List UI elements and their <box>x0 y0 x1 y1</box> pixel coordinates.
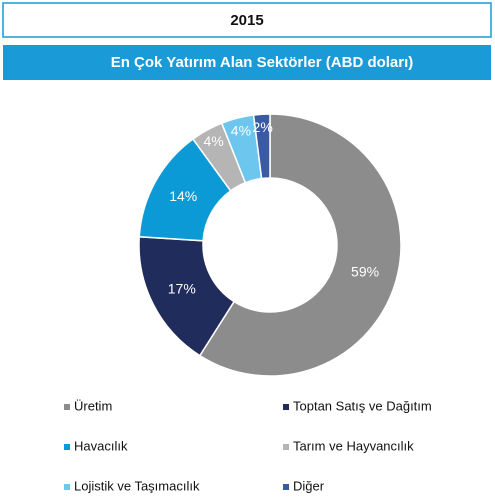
subtitle-banner <box>3 45 491 80</box>
legend-swatch <box>64 484 70 490</box>
chart-title: 2015 <box>230 12 263 29</box>
donut-slice <box>252 113 271 180</box>
legend-label: Diğer <box>293 478 325 493</box>
donut-slice <box>198 113 402 377</box>
legend-label: Tarım ve Hayvancılık <box>293 438 414 453</box>
legend-swatch <box>283 404 289 410</box>
data-label: 59% <box>351 263 379 279</box>
legend-swatch <box>64 444 70 450</box>
data-label: 4% <box>204 133 224 149</box>
legend-label: Üretim <box>74 398 112 413</box>
legend-label: Havacılık <box>74 438 128 453</box>
legend-swatch <box>283 484 289 490</box>
data-label: 17% <box>168 281 196 297</box>
data-label: 14% <box>169 188 197 204</box>
chart-subtitle: En Çok Yatırım Alan Sektörler (ABD dolar… <box>111 54 414 71</box>
data-label: 4% <box>231 122 251 138</box>
legend-label: Lojistik ve Taşımacılık <box>74 478 200 493</box>
data-label: 2% <box>253 119 273 135</box>
legend-swatch <box>283 444 289 450</box>
legend-label: Toptan Satış ve Dağıtım <box>293 398 432 413</box>
legend-swatch <box>64 404 70 410</box>
title-box <box>2 2 492 38</box>
